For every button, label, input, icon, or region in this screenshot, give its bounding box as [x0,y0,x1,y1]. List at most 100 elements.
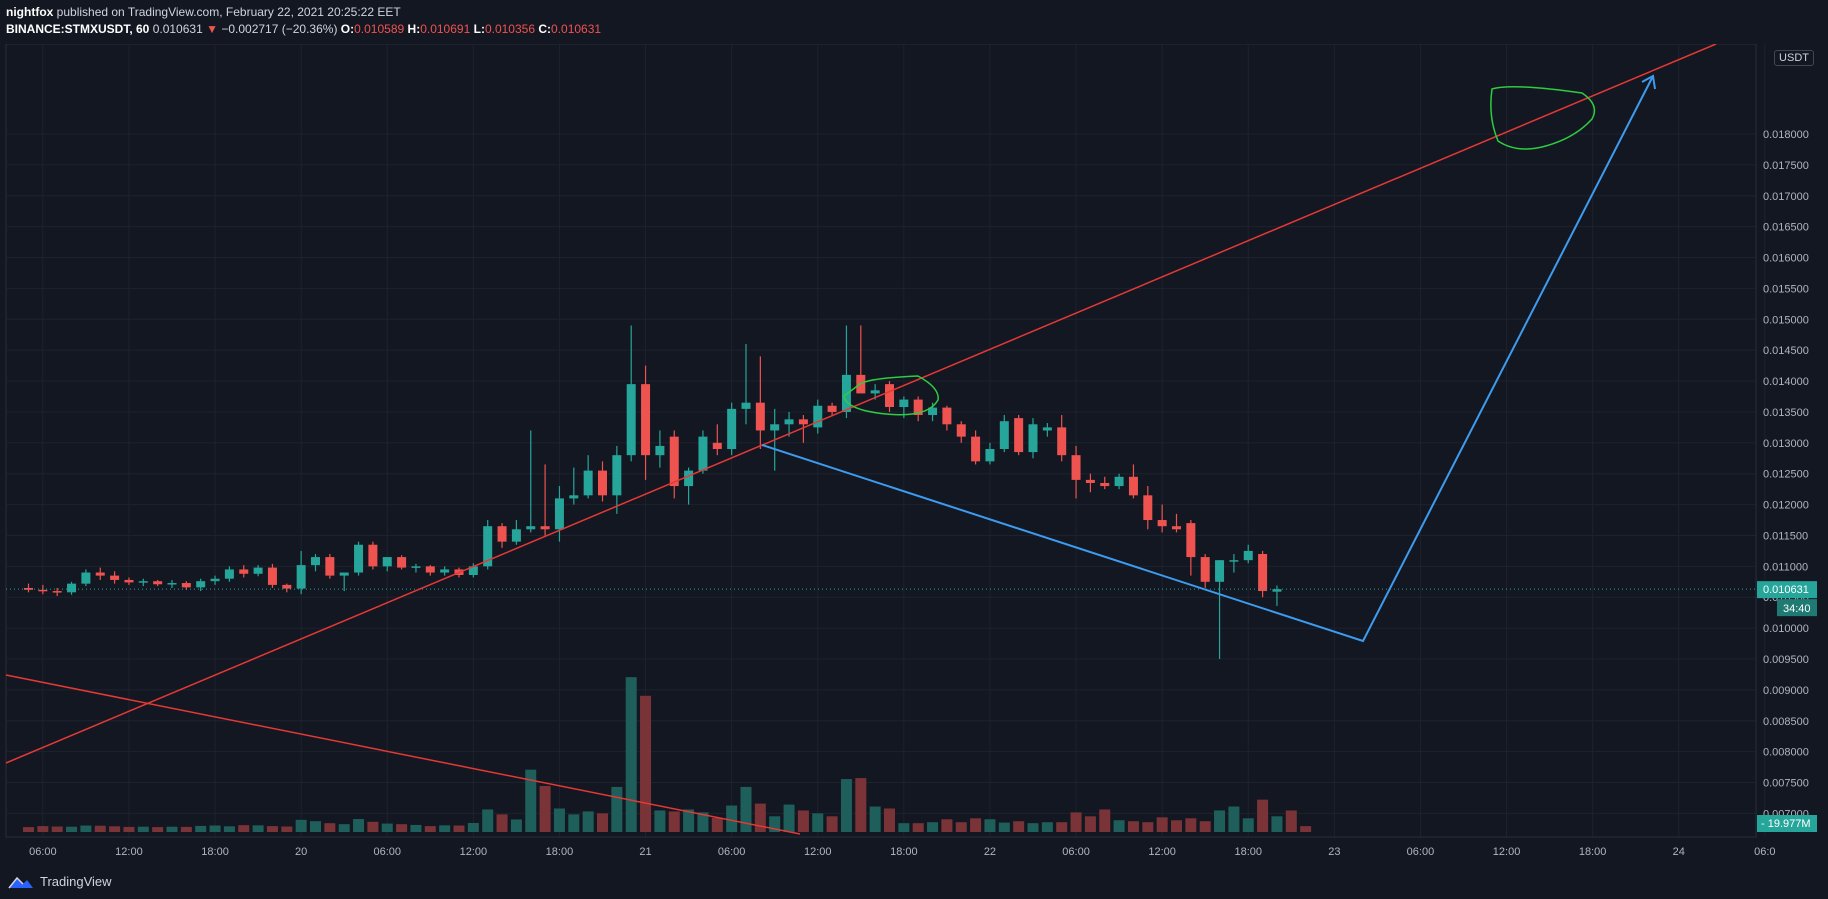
price-tick-label: 0.011500 [1763,530,1808,542]
volume-bar [1027,823,1039,832]
volume-bar [209,825,221,832]
price-tick-label: 0.017000 [1763,191,1809,203]
candle-body [712,442,722,449]
volume-bar [223,826,235,832]
candle-body [81,572,91,584]
candle-body [1215,560,1225,582]
plot-area [5,43,1757,838]
volume-bar [654,810,666,832]
symbol-legend: BINANCE:STMXUSDT, 60 0.010631 ▼ −0.00271… [6,22,601,36]
time-tick-label: 24 [1673,846,1685,858]
volume-bar [23,827,34,832]
currency-button[interactable]: USDT [1774,50,1814,66]
candle-body [497,526,507,542]
volume-bar [812,813,824,832]
price-tick-label: 0.012000 [1763,500,1809,512]
candle-body [224,569,234,579]
candle-body [110,575,120,580]
candle-body [885,384,894,407]
candle-body [411,566,421,568]
volume-bar [1013,821,1025,832]
volume-bar [152,827,164,832]
trend-line-lower [5,674,801,835]
candle-body [382,557,392,567]
volume-bar [396,824,408,832]
price-change: −0.002717 (−20.36%) [221,22,338,36]
low-label: L: [473,22,485,36]
publication-line: nightfox published on TradingView.com, F… [6,5,401,19]
candle-body [38,589,48,592]
candle-body [1114,476,1124,487]
tradingview-logo-icon [8,876,33,888]
open-label: O: [340,22,355,36]
candle-body [540,526,550,530]
candle-body [95,572,105,576]
time-tick-label: 06:00 [29,846,57,858]
time-tick-label: 18:00 [546,846,574,858]
volume-bar [109,826,121,832]
brand-name: TradingView [40,874,112,889]
tradingview-brand[interactable]: TradingView [8,874,112,889]
volume-bar [683,809,695,832]
volume-bar [439,825,451,832]
candle-body [1014,418,1024,453]
candle-body [956,424,966,437]
volume-bar [1127,821,1139,832]
candle-body [468,566,478,575]
volume-bar [1257,799,1269,832]
change-arrow-icon: ▼ [206,22,218,36]
candle-body [440,569,450,573]
last-price-tag-label: 0.010631 [1763,584,1809,596]
price-tick-label: 0.007500 [1763,778,1809,790]
volume-bar [1041,822,1053,832]
time-tick-label: 23 [1328,846,1340,858]
volume-bar [166,826,178,832]
volume-bar [482,809,494,832]
symbol-name[interactable]: BINANCE:STMXUSDT, 60 [6,22,150,36]
volume-bar [381,823,393,832]
volume-bar [769,816,781,832]
price-tick-label: 0.015500 [1763,283,1809,295]
price-tick-label: 0.009500 [1763,654,1809,666]
time-tick-label: 12:00 [1493,846,1521,858]
volume-bar [941,819,953,832]
volume-bar [797,810,809,832]
volume-bar [1113,820,1125,832]
volume-bar [295,819,307,832]
projection-arrowhead [1641,74,1656,90]
volume-bar [884,808,895,832]
price-tick-label: 0.008000 [1763,747,1809,759]
volume-bar [754,803,766,832]
candle-body [1258,554,1268,592]
volume-bar [970,818,982,832]
volume-bar [927,822,939,832]
volume-bar [80,825,92,832]
price-tick-label: 0.016000 [1763,253,1809,265]
candle-body [167,583,177,585]
candle-body [239,569,249,574]
candle-body [899,399,909,407]
volume-bar [840,779,852,832]
candlestick-chart[interactable]: 0.018000 0.017500 0.017000 0.016500 0.016000… [0,43,1828,870]
open-value: 0.010589 [354,22,405,36]
candle-body [928,407,938,416]
chart-area[interactable]: 0.018000 0.017500 0.017000 0.016500 0.016000… [0,43,1828,870]
time-tick-label: 12:00 [460,846,488,858]
trend-line-upper [5,43,1717,764]
candle-body [1200,557,1210,582]
volume-bar [582,811,594,832]
candle-body [1143,495,1153,521]
volume-bar [324,823,336,832]
author-name[interactable]: nightfox [6,5,54,19]
volume-bar [597,813,608,832]
time-tick-label: 18:00 [890,846,918,858]
volume-bar [1271,816,1283,832]
price-tick-label: 0.014000 [1763,376,1809,388]
price-tick-label: 0.018000 [1763,129,1809,141]
last-price: 0.010631 [152,22,203,36]
volume-bar [826,816,838,832]
candle-body [511,529,521,542]
time-tick-label: 20 [295,846,307,858]
volume-bar [137,826,149,832]
volume-bar [1070,812,1082,832]
